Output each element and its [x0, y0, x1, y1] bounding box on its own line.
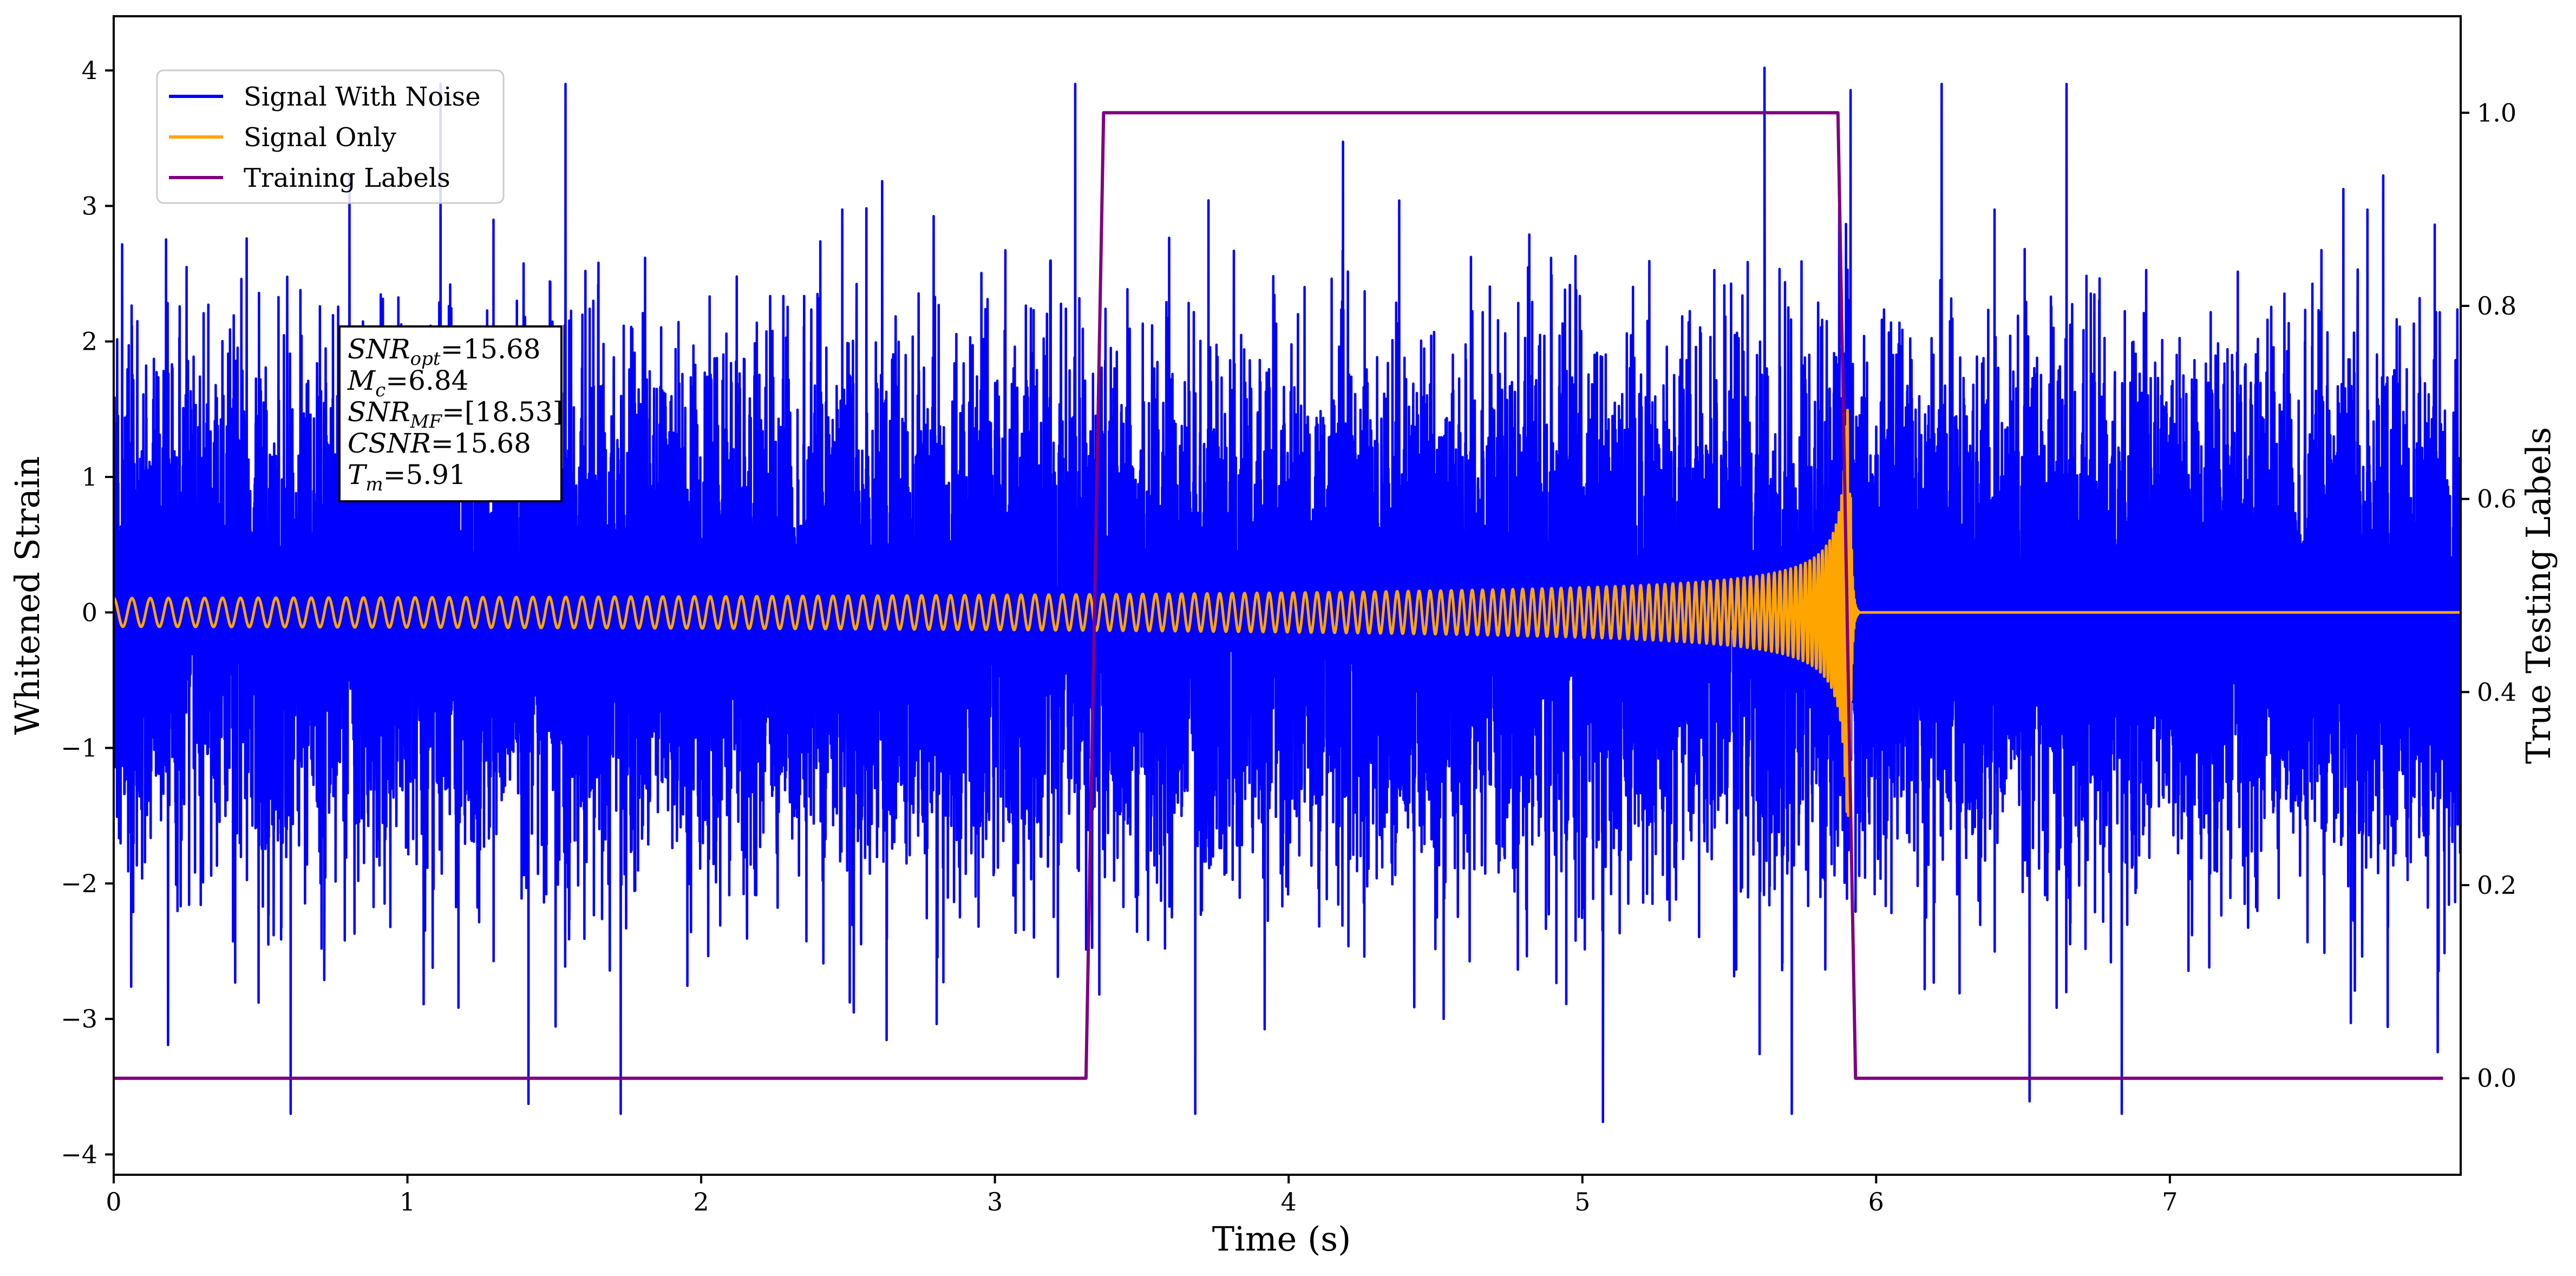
x-tick-label: 4: [1281, 1187, 1297, 1216]
y-tick-label: 0: [82, 598, 97, 627]
x-tick-label: 5: [1574, 1187, 1590, 1216]
y2-tick-label: 0.0: [2477, 1064, 2516, 1093]
axes-frame: [113, 15, 2462, 1176]
y-tick-label: −2: [61, 869, 97, 898]
series-line-signal-only: [114, 408, 2461, 817]
series-line-signal-with-noise: [114, 66, 2461, 1123]
annotation-line: SNRopt=15.68: [348, 333, 541, 370]
annotation-frame: [338, 325, 563, 502]
y-tick-label: 2: [82, 327, 97, 356]
y2-tick-label: 0.8: [2477, 291, 2516, 320]
y2-tick-label: 0.2: [2477, 871, 2516, 900]
y2-tick-label: 1.0: [2477, 98, 2516, 127]
annotation-line: Mc=6.84: [347, 365, 468, 401]
y-tick-label: −4: [61, 1140, 97, 1169]
axes-border: [113, 15, 2462, 1176]
y-tick-label: −3: [61, 1004, 97, 1033]
legend-label: Signal Only: [244, 122, 396, 153]
y-tick-label: 3: [82, 191, 97, 220]
y-axis-left: −4 −3 −2 −1 0 1 2 3 4: [61, 56, 114, 1169]
plot-area: [114, 66, 2461, 1123]
y-axis-title: Whitened Strain: [8, 456, 47, 735]
x-axis: 0 1 2 3 4 5 6 7: [106, 1175, 2178, 1216]
x-tick-label: 7: [2162, 1187, 2178, 1216]
legend-label: Signal With Noise: [244, 82, 481, 112]
y-tick-label: 4: [82, 56, 97, 85]
annotation-line: SNRMF=[18.53]: [348, 396, 563, 433]
legend: Signal With Noise Signal Only Training L…: [156, 69, 505, 204]
y2-axis-title: True Testing Labels: [2519, 427, 2558, 764]
y-axis-right: 0.0 0.2 0.4 0.6 0.8 1.0: [2461, 98, 2516, 1093]
x-tick-label: 2: [693, 1187, 709, 1216]
stats-annotation-box: SNRopt=15.68Mc=6.84SNRMF=[18.53]CSNR=15.…: [338, 325, 563, 502]
legend-label: Training Labels: [244, 163, 450, 193]
legend-item-training-labels: Training Labels: [169, 163, 450, 193]
x-tick-label: 0: [106, 1187, 121, 1216]
y-tick-label: −1: [61, 734, 97, 763]
legend-item-signal-with-noise: Signal With Noise: [169, 82, 481, 112]
legend-item-signal-only: Signal Only: [169, 122, 396, 153]
x-tick-label: 3: [987, 1187, 1003, 1216]
series-line-training-labels: [114, 111, 2443, 1080]
x-tick-label: 1: [400, 1187, 415, 1216]
legend-box: [156, 69, 505, 204]
y-tick-label: 1: [82, 462, 97, 492]
annotation-line: CSNR=15.68: [348, 428, 531, 459]
y2-tick-label: 0.4: [2477, 677, 2516, 706]
annotation-line: Tm=5.91: [348, 459, 466, 495]
x-axis-title: Time (s): [1212, 1219, 1351, 1259]
x-tick-label: 6: [1868, 1187, 1884, 1216]
y2-tick-label: 0.6: [2477, 485, 2516, 514]
